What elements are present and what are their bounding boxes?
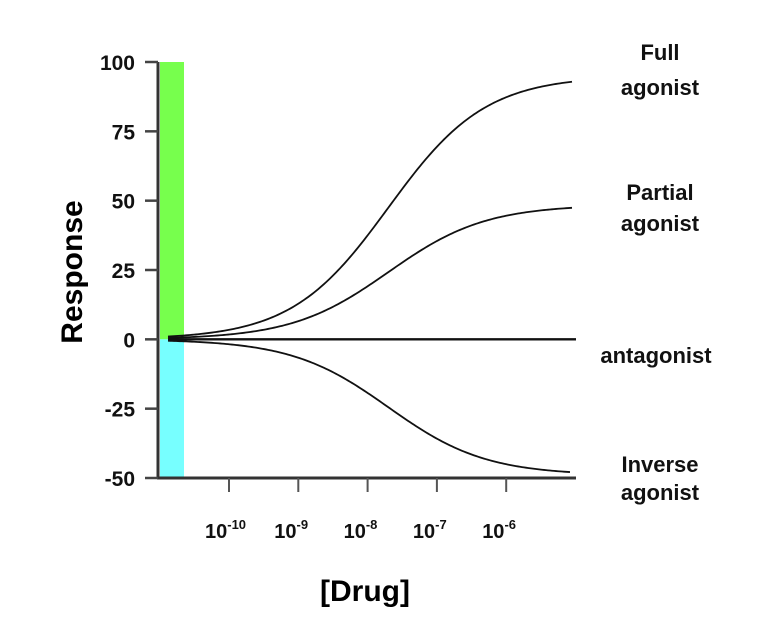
y-tick-label: -50: [105, 468, 135, 491]
y-axis-label: Response: [56, 200, 89, 343]
x-axis-label: [Drug]: [320, 575, 410, 608]
x-axis-ticks: 10-10 10-9 10-8 10-7 10-6: [205, 478, 516, 543]
y-axis-ticks: 100 75 50 25 0 -25 -50: [100, 52, 158, 491]
curve-label-full-agonist: Full: [640, 40, 679, 65]
curve-label-antagonist: antagonist: [600, 343, 712, 368]
negative-response-band: [160, 339, 184, 478]
y-tick-label: 100: [100, 52, 135, 75]
curve-partial-agonist: [167, 206, 573, 339]
x-tick-label: 10-10: [205, 517, 246, 543]
x-tick-label: 10-9: [274, 517, 308, 543]
curve-label-inverse-agonist: Inverse: [621, 452, 698, 477]
curve-inverse-agonist: [167, 339, 571, 473]
curve-label-full-agonist: agonist: [621, 75, 700, 100]
x-tick-label: 10-6: [482, 517, 516, 543]
curve-full-agonist: [167, 80, 573, 338]
x-tick-label: 10-7: [413, 517, 447, 543]
curves: [167, 80, 576, 473]
positive-response-band: [160, 62, 184, 340]
curve-label-partial-agonist: agonist: [621, 211, 700, 236]
response-bands: [160, 62, 184, 478]
x-tick-label: 10-8: [344, 517, 378, 543]
y-tick-label: -25: [105, 399, 136, 422]
y-tick-label: 25: [112, 260, 136, 283]
curve-label-inverse-agonist: agonist: [621, 480, 700, 505]
curve-label-partial-agonist: Partial: [626, 180, 693, 205]
y-tick-label: 0: [123, 329, 135, 352]
y-tick-label: 75: [112, 121, 136, 144]
curve-labels: Full agonist Partial agonist antagonist Inver…: [600, 40, 712, 505]
axes: [156, 62, 576, 480]
y-tick-label: 50: [112, 191, 135, 214]
